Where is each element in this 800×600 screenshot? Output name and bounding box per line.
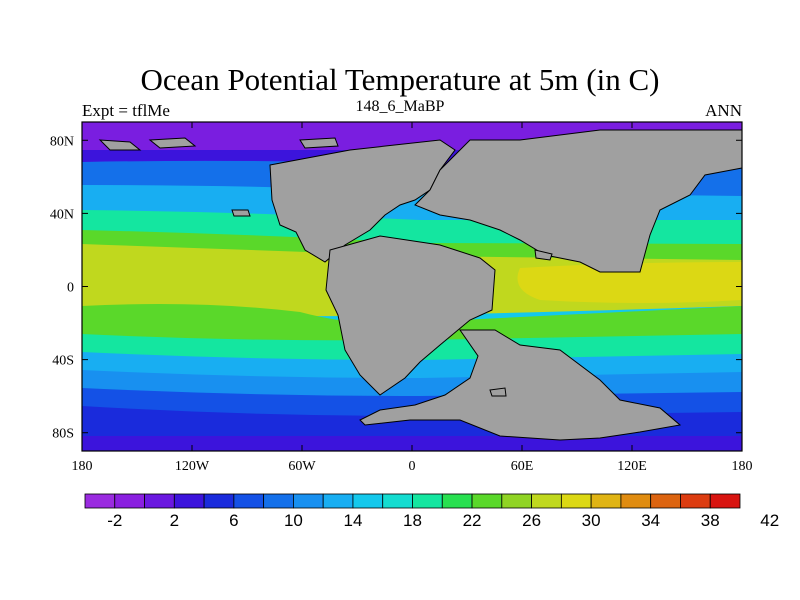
lon-tick-label: 120W xyxy=(175,459,210,474)
landmass-eurasia xyxy=(414,129,742,273)
lon-tick-label: 180 xyxy=(732,459,753,474)
island-small-3 xyxy=(489,387,507,397)
island-small-2 xyxy=(534,249,553,261)
band-warm-pool xyxy=(517,262,742,303)
colorbar-swatch xyxy=(263,493,294,509)
colorbar-swatch xyxy=(531,493,562,509)
lat-tick-label: 80S xyxy=(52,427,74,442)
colorbar-label: 6 xyxy=(229,511,238,530)
colorbar-swatch xyxy=(114,493,145,509)
period-label: 148_6_MaBP xyxy=(355,98,445,115)
colorbar-swatch xyxy=(709,493,741,509)
season-label: ANN xyxy=(705,101,742,120)
colorbar-swatch xyxy=(293,493,324,509)
lat-tick-label: 40N xyxy=(50,207,74,222)
map-field xyxy=(82,122,742,451)
colorbar-label: 22 xyxy=(463,511,482,530)
colorbar-swatch xyxy=(680,493,711,509)
colorbar-swatch xyxy=(173,493,205,509)
island-small-1 xyxy=(231,209,251,217)
colorbar-label: 2 xyxy=(170,511,179,530)
colorbar-label: 42 xyxy=(760,511,779,530)
plot-title: Ocean Potential Temperature at 5m (in C) xyxy=(140,62,660,97)
colorbar-label: 30 xyxy=(582,511,601,530)
island-arctic-2 xyxy=(148,137,197,149)
landmass-south-america xyxy=(325,235,496,396)
experiment-label: Expt = tflMe xyxy=(82,101,170,120)
island-arctic-1 xyxy=(98,139,142,151)
colorbar-label: 34 xyxy=(641,511,660,530)
lon-tick-label: 60W xyxy=(288,459,316,474)
band-deep-south xyxy=(82,436,742,451)
colorbar-label: -2 xyxy=(107,511,122,530)
colorbar-swatch xyxy=(501,493,532,509)
colorbar-swatch xyxy=(322,493,354,509)
colorbar-swatch xyxy=(352,493,384,509)
axis-ticks: 80N 40N 0 40S 80S 180 120W 60W 0 60E 120E 180 xyxy=(50,122,753,474)
colorbar-label: 26 xyxy=(522,511,541,530)
lon-tick-label: 180 xyxy=(72,459,93,474)
colorbar-swatch xyxy=(471,493,503,509)
land-masses xyxy=(98,129,742,441)
colorbar-swatch xyxy=(382,493,413,509)
colorbar-swatch xyxy=(620,493,652,509)
colorbar-swatch xyxy=(650,493,681,509)
colorbar-swatch xyxy=(590,493,622,509)
colorbar-swatch xyxy=(84,493,116,509)
colorbar: -2 2 6 10 14 18 22 26 30 34 38 42 xyxy=(84,493,779,530)
island-arctic-3 xyxy=(299,137,339,149)
landmass-north-america xyxy=(269,139,456,263)
lat-tick-label: 0 xyxy=(67,281,74,296)
lon-tick-label: 0 xyxy=(409,459,416,474)
colorbar-swatch xyxy=(233,493,265,509)
lon-tick-label: 120E xyxy=(617,459,647,474)
colorbar-label: 18 xyxy=(403,511,422,530)
colorbar-swatch xyxy=(441,493,473,509)
colorbar-swatch xyxy=(412,493,443,509)
colorbar-label: 14 xyxy=(343,511,362,530)
colorbar-label: 10 xyxy=(284,511,303,530)
colorbar-swatch xyxy=(560,493,592,509)
colorbar-label: 38 xyxy=(701,511,720,530)
lat-tick-label: 80N xyxy=(50,134,74,149)
landmass-africa-antarctica xyxy=(359,329,682,441)
lat-tick-label: 40S xyxy=(52,354,74,369)
lon-tick-label: 60E xyxy=(511,459,534,474)
colorbar-swatch xyxy=(144,493,175,509)
colorbar-swatch xyxy=(203,493,235,509)
